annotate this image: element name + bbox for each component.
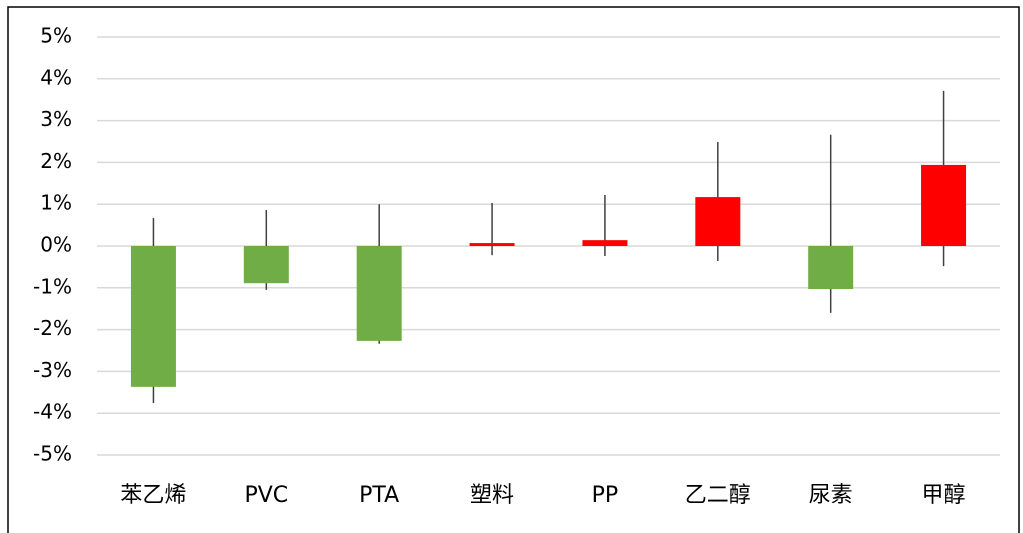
y-tick-label: 1% [40,191,72,215]
bar [130,246,176,387]
y-tick-label: -1% [33,274,72,298]
chart-frame [7,6,1020,533]
bar [695,197,741,246]
y-tick-label: 3% [40,107,72,131]
y-tick-label: 4% [40,65,72,89]
x-tick-label: 苯乙烯 [120,483,186,508]
y-tick-label: 2% [40,149,72,173]
y-tick-label: -4% [33,400,72,424]
bar [921,164,967,246]
x-tick-label: PTA [359,483,399,508]
x-tick-label: PVC [244,483,288,508]
y-tick-label: -2% [33,316,72,340]
y-tick-label: 0% [40,233,72,257]
bar [469,243,515,246]
x-tick-label: 甲醇 [922,483,966,508]
x-tick-label: PP [592,483,619,508]
y-tick-label: -5% [33,442,72,466]
y-tick-label: 5% [40,24,72,48]
bar [243,246,289,284]
bar [356,246,402,341]
x-tick-label: 塑料 [470,483,514,508]
x-tick-label: 乙二醇 [685,483,751,508]
bar [582,240,628,246]
x-tick-label: 尿素 [809,483,853,508]
bar [808,246,854,290]
y-tick-label: -3% [33,358,72,382]
